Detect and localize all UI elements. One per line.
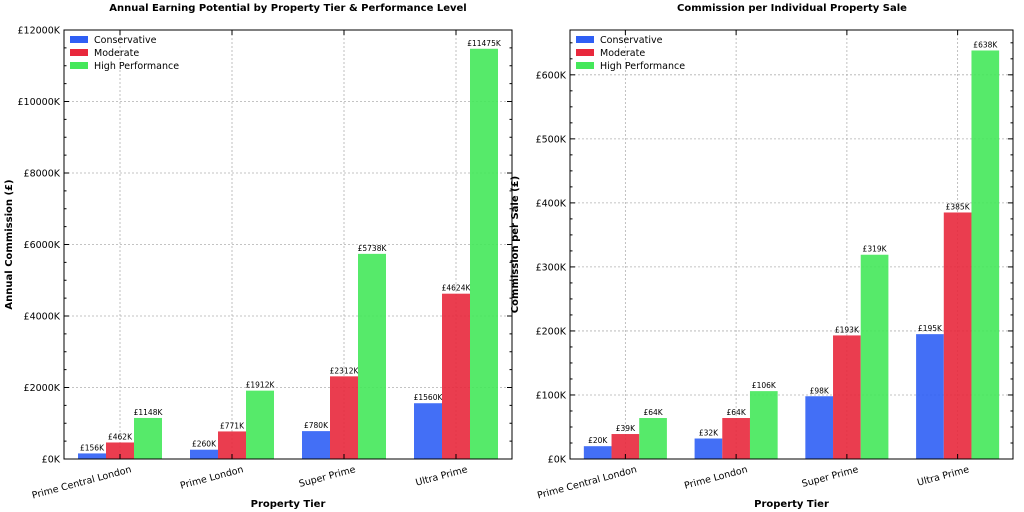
- legend-label: High Performance: [94, 61, 179, 72]
- bar-high-performance: [134, 417, 162, 459]
- bar-value-label: £64K: [727, 408, 747, 417]
- bar-high-performance: [860, 254, 889, 459]
- plot-frame: [569, 29, 1014, 460]
- bar-value-label: £1560K: [414, 393, 444, 402]
- legend-label: Conservative: [600, 35, 663, 46]
- legend-swatch: [70, 62, 88, 69]
- y-axis-label: Annual Commission (£): [4, 179, 15, 309]
- y-tick-label: £12000K: [18, 26, 61, 37]
- bar-conservative: [78, 453, 106, 459]
- y-tick-label: £500K: [536, 134, 567, 145]
- bar-conservative: [190, 449, 218, 459]
- x-tick-label: Prime London: [179, 464, 245, 491]
- bar-high-performance: [358, 253, 386, 459]
- x-tick-label: Super Prime: [298, 464, 357, 490]
- bar-conservative: [916, 334, 944, 459]
- bar-value-label: £1912K: [246, 381, 276, 390]
- bar-conservative: [414, 403, 442, 459]
- bar-conservative: [583, 446, 612, 459]
- legend-label: High Performance: [600, 61, 685, 72]
- bar-value-label: £195K: [918, 324, 943, 333]
- bar-value-label: £319K: [863, 245, 888, 254]
- bar-value-label: £39K: [616, 424, 636, 433]
- bar-moderate: [833, 335, 861, 459]
- bar-value-label: £1148K: [134, 408, 164, 417]
- x-tick-label: Ultra Prime: [916, 464, 970, 488]
- bar-value-label: £5738K: [358, 244, 388, 253]
- legend-label: Moderate: [94, 48, 139, 59]
- bar-value-label: £64K: [643, 408, 663, 417]
- bar-value-label: £98K: [810, 386, 830, 395]
- y-axis-label: Commission per Sale (£): [510, 176, 521, 313]
- bar-high-performance: [749, 391, 778, 459]
- y-tick-label: £100K: [536, 390, 567, 401]
- legend-swatch: [576, 36, 594, 43]
- bar-value-label: £638K: [973, 40, 998, 49]
- bar-high-performance: [639, 418, 667, 459]
- bar-value-label: £2312K: [330, 366, 360, 375]
- chart-title: Commission per Individual Property Sale: [677, 3, 907, 14]
- legend: Conservative Moderate High Performance: [70, 35, 179, 72]
- bar-conservative: [694, 438, 723, 459]
- y-tick-label: £6000K: [24, 240, 61, 251]
- chart-annual-earning-potential: Annual Earning Potential by Property Tie…: [4, 3, 513, 510]
- bar-moderate: [106, 442, 134, 459]
- bar-moderate: [330, 376, 358, 459]
- bar-value-label: £4624K: [442, 284, 472, 293]
- bar-value-label: £20K: [588, 436, 608, 445]
- bar-value-label: £11475K: [467, 39, 502, 48]
- x-tick-label: Prime Central London: [31, 464, 133, 501]
- y-tick-label: £200K: [536, 326, 567, 337]
- bar-moderate: [442, 293, 470, 459]
- bar-conservative: [302, 431, 330, 459]
- bar-high-performance: [246, 390, 274, 459]
- x-tick-label: Prime London: [683, 464, 749, 491]
- bar-value-label: £260K: [192, 440, 217, 449]
- x-axis-label: Property Tier: [251, 499, 326, 510]
- bar-value-label: £771K: [220, 421, 245, 430]
- bar-value-label: £462K: [108, 432, 133, 441]
- y-tick-label: £0K: [42, 455, 61, 466]
- chart-title: Annual Earning Potential by Property Tie…: [109, 3, 466, 14]
- bar-moderate: [943, 212, 972, 459]
- bar-value-label: £193K: [835, 325, 860, 334]
- bar-value-label: £385K: [946, 202, 971, 211]
- legend: Conservative Moderate High Performance: [576, 35, 685, 72]
- bar-value-label: £156K: [80, 443, 105, 452]
- legend-swatch: [576, 49, 594, 56]
- y-tick-label: £8000K: [24, 169, 61, 180]
- bar-value-label: £106K: [752, 381, 777, 390]
- y-tick-label: £400K: [536, 198, 567, 209]
- y-tick-label: £10000K: [18, 97, 61, 108]
- x-axis-label: Property Tier: [754, 499, 829, 510]
- legend-swatch: [70, 49, 88, 56]
- x-tick-label: Super Prime: [801, 464, 860, 490]
- legend-swatch: [576, 62, 594, 69]
- y-tick-label: £4000K: [24, 312, 61, 323]
- legend-label: Conservative: [94, 35, 157, 46]
- bar-high-performance: [470, 48, 498, 460]
- chart-commission-per-sale: Commission per Individual Property Sale £…: [510, 3, 1014, 510]
- bar-conservative: [805, 396, 834, 459]
- bar-moderate: [722, 418, 750, 459]
- x-tick-label: Prime Central London: [536, 464, 638, 501]
- y-tick-label: £2000K: [24, 383, 61, 394]
- y-tick-label: £0K: [548, 455, 567, 466]
- bar-value-label: £780K: [304, 421, 329, 430]
- bar-high-performance: [971, 50, 1000, 459]
- y-tick-label: £300K: [536, 262, 567, 273]
- legend-label: Moderate: [600, 48, 645, 59]
- y-tick-label: £600K: [536, 70, 567, 81]
- legend-swatch: [70, 36, 88, 43]
- x-tick-label: Ultra Prime: [414, 464, 468, 488]
- bar-value-label: £32K: [699, 429, 719, 438]
